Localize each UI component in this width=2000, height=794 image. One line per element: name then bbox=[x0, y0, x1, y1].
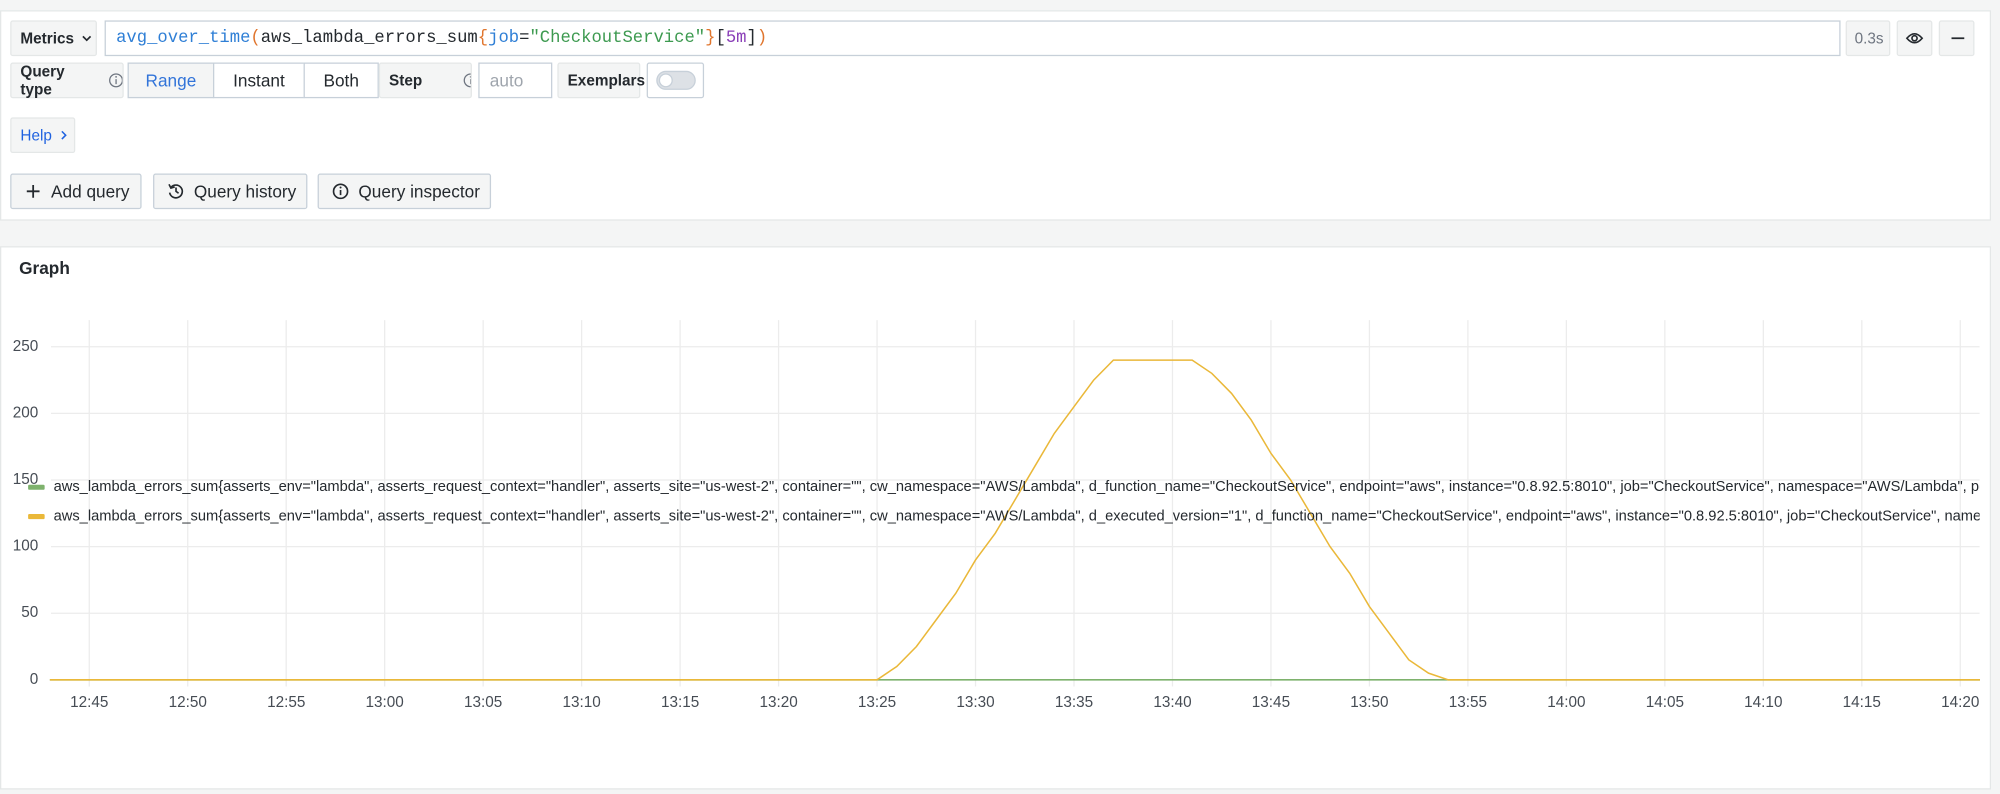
info-icon bbox=[463, 73, 471, 88]
x-tick-label: 14:05 bbox=[1646, 694, 1684, 711]
help-text: Help bbox=[20, 126, 52, 145]
query-type-option[interactable]: Instant bbox=[213, 62, 305, 99]
exemplars-toggle-box bbox=[646, 62, 705, 99]
y-tick-label: 200 bbox=[13, 404, 39, 421]
query-token: avg_over_time bbox=[116, 28, 251, 48]
x-tick-label: 14:15 bbox=[1843, 694, 1881, 711]
query-token: aws_lambda_errors_sum bbox=[260, 28, 478, 48]
query-token: ] bbox=[746, 28, 757, 48]
legend-item[interactable]: aws_lambda_errors_sum{asserts_env="lambd… bbox=[28, 478, 1980, 496]
query-token: [ bbox=[715, 28, 726, 48]
collapse-button[interactable] bbox=[1938, 20, 1975, 57]
chart: 0 50 100 150 200 250 12:45 12:50 12:55 13:00 13:05… bbox=[13, 320, 1980, 711]
x-tick-label: 14:20 bbox=[1941, 694, 1979, 711]
x-tick-label: 13:05 bbox=[464, 694, 502, 711]
exemplars-switch[interactable] bbox=[647, 62, 704, 98]
eye-icon bbox=[1905, 32, 1924, 44]
x-tick-label: 13:30 bbox=[956, 694, 994, 711]
query-token: ( bbox=[250, 28, 261, 48]
y-tick-label: 250 bbox=[13, 338, 39, 355]
toggle-visibility-button[interactable] bbox=[1896, 20, 1933, 57]
query-duration: 0.3s bbox=[1845, 20, 1891, 57]
exemplars-label: Exemplars bbox=[557, 62, 645, 99]
y-tick-label: 150 bbox=[13, 471, 39, 488]
query-token: "CheckoutService" bbox=[529, 28, 706, 48]
query-token: ) bbox=[756, 28, 768, 48]
x-tick-label: 13:40 bbox=[1153, 694, 1191, 711]
x-tick-label: 14:10 bbox=[1744, 694, 1782, 711]
x-tick-label: 13:50 bbox=[1350, 694, 1388, 711]
action-label: Query inspector bbox=[358, 181, 480, 201]
help-toggle[interactable]: Help bbox=[10, 117, 76, 154]
query-token: 5m bbox=[725, 28, 747, 48]
step-text: Step bbox=[389, 71, 423, 90]
query-token: } bbox=[705, 28, 716, 48]
button-icon bbox=[332, 183, 349, 200]
action-label: Query history bbox=[193, 181, 297, 201]
step-label: Step bbox=[378, 62, 472, 99]
legend-swatch bbox=[28, 514, 45, 520]
button-icon bbox=[26, 184, 40, 198]
graph-panel bbox=[0, 246, 1992, 790]
x-tick-label: 13:15 bbox=[661, 694, 699, 711]
query-input[interactable]: avg_over_time(aws_lambda_errors_sum{job =… bbox=[104, 20, 1841, 57]
x-tick-label: 13:35 bbox=[1055, 694, 1093, 711]
x-tick-label: 13:55 bbox=[1449, 694, 1487, 711]
legend-swatch bbox=[28, 484, 45, 490]
x-tick-label: 12:45 bbox=[70, 694, 108, 711]
legend-label: aws_lambda_errors_sum{asserts_env="lambd… bbox=[53, 508, 1980, 525]
query-token: job bbox=[488, 28, 520, 48]
button-icon bbox=[168, 183, 184, 199]
x-tick-label: 13:10 bbox=[562, 694, 600, 711]
minus-icon bbox=[1951, 37, 1965, 40]
action-label: Add query bbox=[51, 181, 130, 201]
action-button[interactable]: Add query bbox=[10, 173, 142, 210]
x-tick-label: 13:45 bbox=[1252, 694, 1290, 711]
y-tick-label: 0 bbox=[30, 671, 39, 688]
action-button[interactable]: Query inspector bbox=[317, 173, 492, 210]
switch-knob bbox=[658, 73, 673, 88]
series-line bbox=[49, 359, 1980, 681]
y-tick-label: 100 bbox=[13, 538, 39, 555]
query-type-option[interactable]: Range bbox=[127, 62, 215, 99]
query-type-text: Query type bbox=[20, 62, 65, 99]
x-tick-label: 13:25 bbox=[858, 694, 896, 711]
x-tick-label: 12:55 bbox=[267, 694, 305, 711]
mode-label: Metrics bbox=[20, 29, 75, 48]
mode-button[interactable]: Metrics bbox=[10, 20, 97, 57]
legend-label: aws_lambda_errors_sum{asserts_env="lambd… bbox=[53, 479, 1980, 495]
query-type-label: Query type bbox=[10, 62, 124, 99]
query-type-option[interactable]: Both bbox=[303, 62, 379, 99]
y-tick-label: 50 bbox=[21, 604, 38, 621]
x-tick-label: 13:00 bbox=[366, 694, 404, 711]
x-tick-label: 14:00 bbox=[1547, 694, 1585, 711]
legend-item[interactable]: aws_lambda_errors_sum{asserts_env="lambd… bbox=[28, 508, 1980, 526]
query-type-group: Range Instant Both bbox=[127, 62, 379, 99]
graph-title: Graph bbox=[19, 258, 70, 279]
x-tick-label: 12:50 bbox=[169, 694, 207, 711]
query-token: = bbox=[519, 28, 530, 48]
exemplars-text: Exemplars bbox=[567, 71, 646, 90]
chevron-right-icon bbox=[60, 130, 67, 140]
step-placeholder: auto bbox=[489, 70, 524, 90]
chevron-icon bbox=[82, 35, 92, 42]
info-icon bbox=[109, 73, 123, 88]
step-input[interactable]: auto bbox=[478, 62, 553, 99]
action-button[interactable]: Query history bbox=[153, 173, 308, 210]
query-token: { bbox=[477, 28, 489, 48]
x-tick-label: 13:20 bbox=[759, 694, 797, 711]
